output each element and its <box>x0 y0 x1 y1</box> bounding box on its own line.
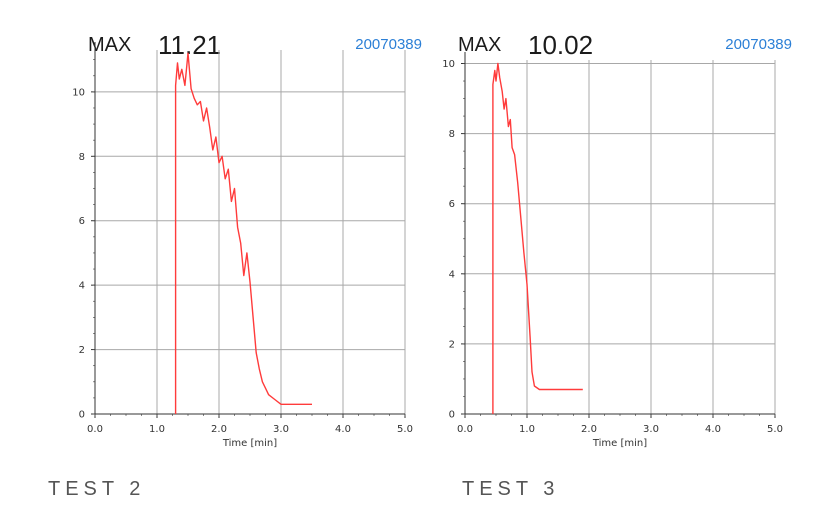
y-tick-label: 6 <box>79 216 85 227</box>
line-chart: 0 2 4 6 8 10 0.0 1.0 2.0 3.0 4.0 5.0 Time [min] <box>442 52 783 449</box>
test-caption: TEST 3 <box>462 478 560 500</box>
line-chart: 0 2 4 6 8 10 0.0 1.0 2.0 3.0 4.0 5.0 Time [min] <box>72 42 413 449</box>
y-tick-label: 0 <box>79 410 85 421</box>
max-label: MAX <box>458 34 502 56</box>
y-tick-label: 8 <box>79 152 85 163</box>
y-tick-label: 0 <box>449 410 455 421</box>
chart-panel-test-2: MAX 11.21 20070389 0 2 4 6 8 10 0.0 1.0 2.0 3.0 4.… <box>48 0 430 516</box>
series-line <box>174 52 312 414</box>
y-tick-label: 2 <box>449 339 455 350</box>
max-label: MAX <box>88 34 132 56</box>
x-axis-label: Time [min] <box>222 438 277 449</box>
test-caption: TEST 2 <box>48 478 146 500</box>
chart-header: MAX 10.02 20070389 <box>458 30 792 62</box>
x-tick-label: 5.0 <box>767 424 783 435</box>
x-tick-label: 3.0 <box>273 424 289 435</box>
x-tick-label: 4.0 <box>335 424 351 435</box>
y-tick-label: 6 <box>449 199 455 210</box>
y-tick-label: 10 <box>72 87 85 98</box>
chart-panel-test-3: MAX 10.02 20070389 0 2 4 6 8 10 0.0 1.0 2.0 3.0 4.… <box>430 0 800 516</box>
x-tick-label: 1.0 <box>149 424 165 435</box>
series-line <box>492 62 583 414</box>
x-axis-label: Time [min] <box>592 438 647 449</box>
x-tick-label: 5.0 <box>397 424 413 435</box>
y-tick-label: 4 <box>449 269 455 280</box>
x-tick-label: 3.0 <box>643 424 659 435</box>
serial-number: 20070389 <box>355 36 422 53</box>
y-tick-label: 8 <box>449 129 455 140</box>
y-tick-label: 2 <box>79 345 85 356</box>
x-tick-label: 4.0 <box>705 424 721 435</box>
x-tick-label: 1.0 <box>519 424 535 435</box>
x-tick-label: 0.0 <box>87 424 103 435</box>
chart-header: MAX 11.21 20070389 <box>88 30 422 62</box>
y-tick-label: 10 <box>442 59 455 70</box>
max-value: 11.21 <box>158 30 222 60</box>
max-value: 10.02 <box>528 30 594 60</box>
y-tick-label: 4 <box>79 281 85 292</box>
serial-number: 20070389 <box>725 36 792 53</box>
x-tick-label: 0.0 <box>457 424 473 435</box>
x-tick-label: 2.0 <box>211 424 227 435</box>
x-tick-label: 2.0 <box>581 424 597 435</box>
